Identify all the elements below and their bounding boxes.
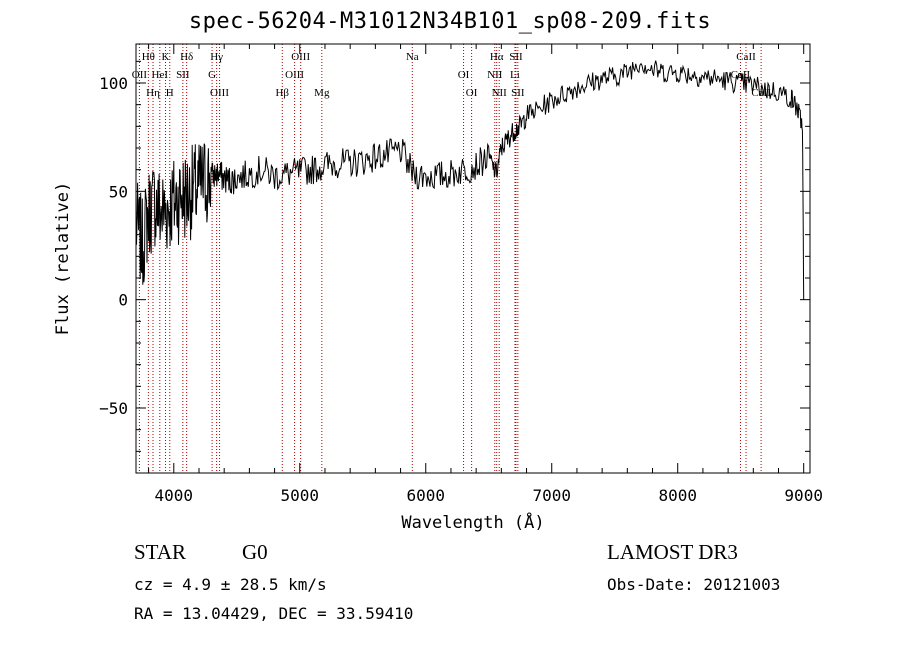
x-tick-label: 8000 [658, 486, 697, 505]
line-label: Hδ [180, 51, 193, 63]
coordinates: RA = 13.04429, DEC = 33.59410 [134, 604, 414, 623]
y-tick-label: −50 [99, 399, 128, 418]
spectrum-series [135, 60, 805, 300]
line-label: OIII [285, 69, 304, 81]
axis-ticks: 4000 5000 6000 7000 8000 9000 −50 0 50 100 [99, 44, 823, 505]
x-tick-label: 5000 [281, 486, 320, 505]
line-label: CaII [731, 69, 751, 81]
line-label: OII [132, 69, 148, 81]
chart-title: spec-56204-M31012N34B101_sp08-209.fits [188, 9, 712, 34]
line-label: OI [466, 87, 478, 99]
y-tick-label: 0 [118, 291, 128, 310]
line-label: SII [511, 87, 525, 99]
x-tick-label: 6000 [406, 486, 445, 505]
y-tick-label: 100 [99, 74, 128, 93]
line-label: K [162, 51, 170, 63]
line-label: Hη [146, 87, 160, 99]
line-label: SII [509, 51, 523, 63]
line-label: OI [458, 69, 470, 81]
line-label: OIII [210, 87, 229, 99]
x-tick-label: 9000 [784, 486, 823, 505]
line-label: OIII [291, 51, 310, 63]
line-label: Hα [490, 51, 504, 63]
survey-name: LAMOST DR3 [607, 540, 738, 564]
x-axis-label: Wavelength (Å) [401, 511, 544, 533]
line-label: Li [510, 69, 520, 81]
observation-date: Obs-Date: 20121003 [607, 575, 781, 594]
line-label: NII [487, 69, 503, 81]
line-label: Hθ [142, 51, 155, 63]
line-label: Na [406, 51, 419, 63]
y-axis-label: Flux (relative) [53, 182, 73, 336]
line-label: Hγ [210, 51, 223, 63]
redshift-value: cz = 4.9 ± 28.5 km/s [134, 575, 327, 594]
line-label: H [166, 87, 174, 99]
line-labels: Hθ OII Hη K HeI H Hδ SII OIII Hγ G Hβ OIII OIII Mg Na OI… [132, 51, 771, 99]
line-markers [138, 44, 762, 473]
line-label: G [208, 69, 216, 81]
x-tick-label: 7000 [532, 486, 571, 505]
line-label: Hβ [275, 87, 289, 99]
line-label: CaII [736, 51, 756, 63]
plot-frame [135, 43, 811, 474]
y-tick-label: 50 [109, 182, 128, 201]
line-label: Mg [314, 87, 330, 99]
line-label: HeI [152, 69, 169, 81]
line-label: SII [176, 69, 190, 81]
x-tick-label: 4000 [155, 486, 194, 505]
line-label: CaII [751, 87, 771, 99]
object-subclass: G0 [242, 540, 268, 564]
line-label: NII [492, 87, 508, 99]
object-class: STAR [134, 540, 186, 564]
